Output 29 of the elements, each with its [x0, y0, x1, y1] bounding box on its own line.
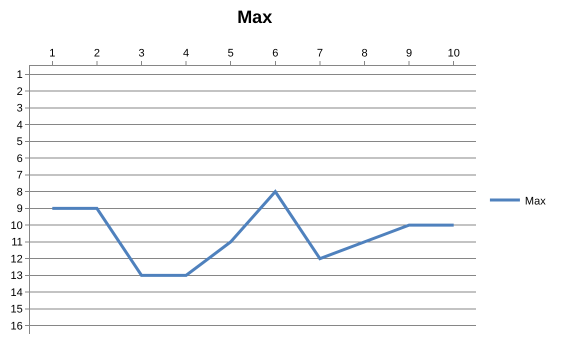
- y-tick-label: 1: [16, 69, 23, 82]
- x-tick-label: 7: [316, 48, 323, 60]
- legend-label: Max: [524, 195, 546, 208]
- x-tick-label: 5: [228, 48, 234, 60]
- x-tick-label: 8: [361, 48, 368, 60]
- chart-title: Max: [237, 6, 272, 27]
- x-tick-label: 10: [448, 48, 460, 60]
- y-tick-label: 11: [11, 236, 23, 249]
- y-tick-label: 8: [16, 186, 23, 198]
- x-tick-label: 1: [49, 48, 56, 60]
- x-tick-label: 6: [272, 48, 278, 60]
- y-tick-label: 12: [10, 253, 23, 266]
- y-tick-label: 2: [16, 86, 23, 98]
- y-tick-label: 3: [16, 102, 23, 115]
- y-tick-label: 6: [16, 152, 23, 165]
- y-tick-label: 4: [16, 119, 23, 132]
- y-tick-label: 7: [16, 170, 23, 182]
- x-tick-label: 2: [94, 48, 100, 60]
- x-tick-label: 4: [183, 48, 190, 60]
- line-series: [50, 190, 456, 277]
- y-tick-label: 5: [16, 136, 23, 148]
- y-tick-label: 14: [10, 286, 23, 299]
- y-tick-label: 15: [10, 304, 23, 316]
- x-tick-label: 9: [406, 48, 412, 60]
- x-tick-label: 3: [138, 48, 145, 60]
- y-tick-label: 10: [10, 220, 23, 232]
- y-tick-label: 13: [10, 270, 23, 282]
- y-tick-label: 16: [10, 320, 23, 332]
- y-tick-label: 9: [16, 203, 23, 216]
